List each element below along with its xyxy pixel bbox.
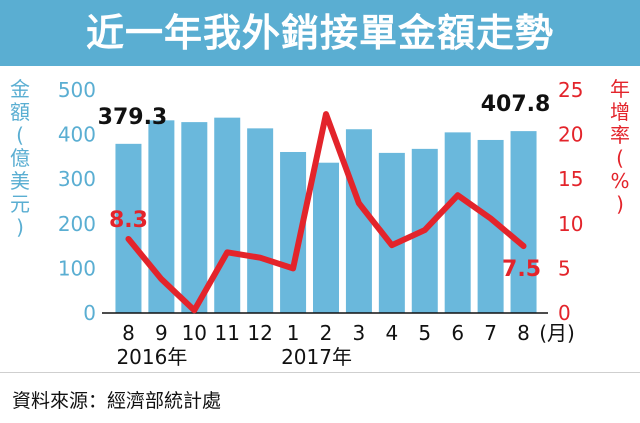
rate-value-label: 7.5 bbox=[502, 257, 541, 282]
y-left-axis-label: ( bbox=[16, 123, 24, 147]
y-right-tick-label: 10 bbox=[558, 212, 583, 236]
y-right-axis-label: 率 bbox=[610, 123, 630, 147]
growth-rate-point bbox=[455, 192, 461, 198]
y-left-axis-label: 億 bbox=[10, 146, 30, 170]
x-tick-label: 2 bbox=[320, 321, 333, 345]
y-left-axis-label: 元 bbox=[10, 192, 30, 216]
x-tick-label: 3 bbox=[353, 321, 366, 345]
title-banner bbox=[0, 0, 640, 66]
year-label: 2016年 bbox=[116, 345, 187, 369]
growth-rate-point bbox=[191, 307, 197, 313]
y-right-tick-label: 20 bbox=[558, 123, 583, 147]
x-tick-label: 10 bbox=[182, 321, 207, 345]
x-tick-label: 12 bbox=[247, 321, 272, 345]
y-left-tick-label: 300 bbox=[58, 167, 96, 191]
bar bbox=[345, 129, 372, 313]
bar bbox=[247, 128, 274, 313]
y-right-axis-label: ( bbox=[616, 146, 624, 170]
x-tick-label: 7 bbox=[484, 321, 497, 345]
rate-value-label: 8.3 bbox=[109, 208, 148, 233]
growth-rate-point bbox=[125, 236, 131, 242]
chart-title: 近一年我外銷接單金額走勢 bbox=[85, 11, 554, 55]
growth-rate-point bbox=[356, 200, 362, 206]
y-left-axis-label: ) bbox=[16, 215, 24, 239]
growth-rate-point bbox=[488, 215, 494, 221]
y-right-tick-label: 0 bbox=[558, 301, 571, 325]
x-tick-label: 5 bbox=[418, 321, 431, 345]
growth-rate-point bbox=[224, 249, 230, 255]
source-note: 資料來源：經濟部統計處 bbox=[12, 390, 222, 412]
x-tick-label: 6 bbox=[451, 321, 464, 345]
growth-rate-point bbox=[290, 265, 296, 271]
growth-rate-point bbox=[389, 242, 395, 248]
y-right-axis-label: % bbox=[610, 169, 629, 193]
x-tick-label: 9 bbox=[155, 321, 168, 345]
bar bbox=[115, 143, 142, 313]
y-left-tick-label: 500 bbox=[58, 78, 96, 102]
x-axis-unit: (月) bbox=[539, 321, 575, 345]
footer-divider bbox=[0, 372, 640, 373]
year-label: 2017年 bbox=[281, 345, 352, 369]
x-tick-label: 4 bbox=[385, 321, 398, 345]
growth-rate-point bbox=[158, 276, 164, 282]
y-left-tick-label: 0 bbox=[83, 301, 96, 325]
growth-rate-point bbox=[422, 227, 428, 233]
y-left-axis-label: 美 bbox=[10, 169, 30, 193]
y-right-axis-label: 年 bbox=[610, 77, 630, 101]
growth-rate-point bbox=[323, 111, 329, 117]
y-left-tick-label: 100 bbox=[58, 256, 96, 280]
x-tick-label: 8 bbox=[517, 321, 530, 345]
combo-chart: 01002003004005000510152025金額(億美元)年增率(%)8… bbox=[10, 77, 630, 369]
bar bbox=[181, 122, 208, 313]
y-left-axis-label: 金 bbox=[10, 77, 30, 101]
y-right-tick-label: 5 bbox=[558, 256, 571, 280]
x-tick-label: 8 bbox=[122, 321, 135, 345]
y-left-axis-label: 額 bbox=[10, 100, 30, 124]
y-right-axis-label: ) bbox=[616, 192, 624, 216]
y-right-tick-label: 15 bbox=[558, 167, 583, 191]
bar-value-label: 407.8 bbox=[481, 92, 551, 117]
bar bbox=[510, 131, 537, 313]
bar-value-label: 379.3 bbox=[98, 105, 168, 130]
y-left-tick-label: 400 bbox=[58, 123, 96, 147]
y-right-axis-label: 增 bbox=[610, 100, 630, 124]
bar bbox=[444, 132, 471, 313]
bar bbox=[313, 162, 339, 313]
growth-rate-point bbox=[521, 243, 527, 249]
x-tick-label: 11 bbox=[215, 321, 240, 345]
y-left-tick-label: 200 bbox=[58, 212, 96, 236]
x-tick-label: 1 bbox=[287, 321, 300, 345]
bar bbox=[214, 117, 241, 313]
y-right-tick-label: 25 bbox=[558, 78, 583, 102]
growth-rate-point bbox=[257, 255, 263, 261]
